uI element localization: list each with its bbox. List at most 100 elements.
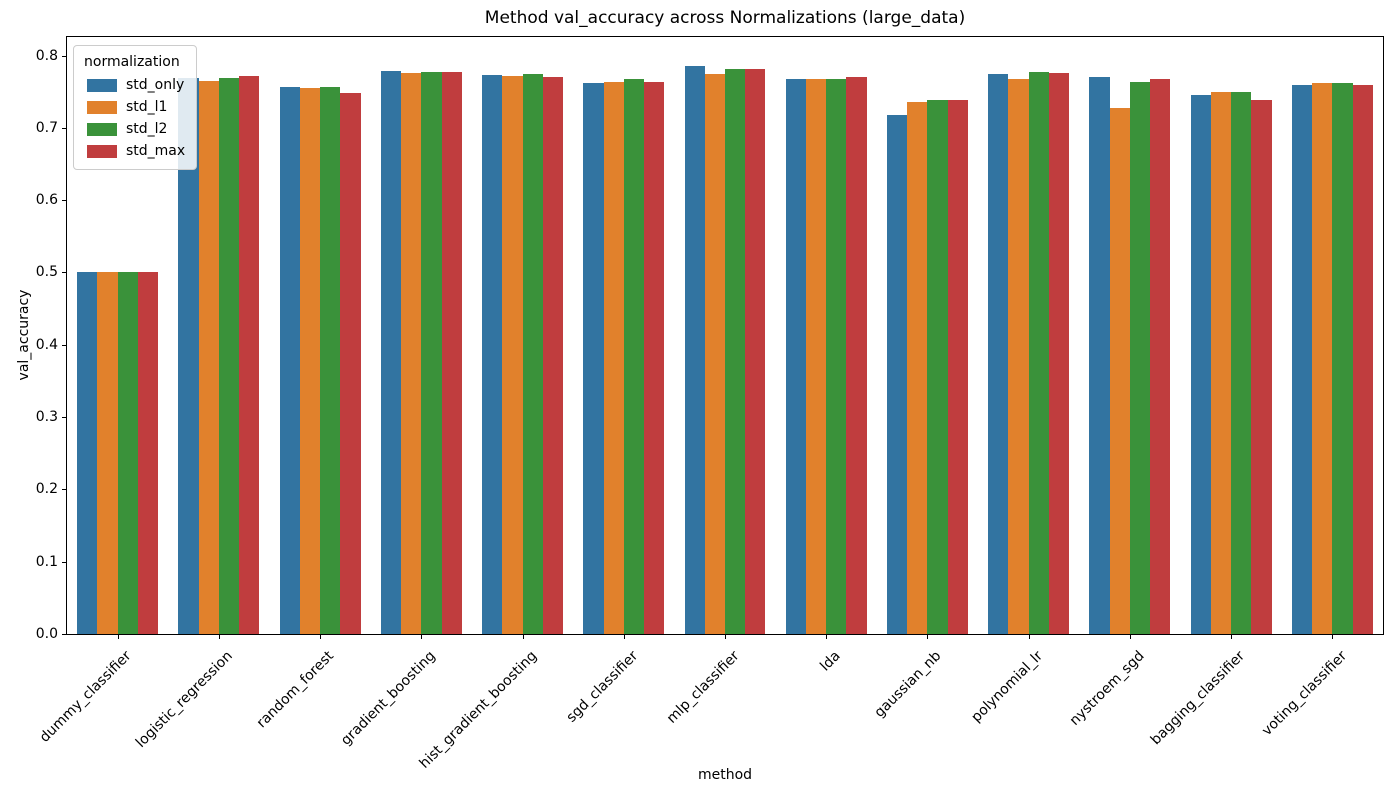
spine-bottom bbox=[66, 634, 1384, 635]
spine-top bbox=[66, 36, 1384, 37]
y-tick-label: 0.4 bbox=[35, 336, 58, 353]
x-tick-label: gradient_boosting bbox=[337, 648, 439, 749]
legend-swatch-icon bbox=[87, 100, 117, 114]
x-axis-label: method bbox=[697, 767, 753, 783]
x-tick-label: dummy_classifier bbox=[37, 648, 135, 746]
bar-std_l1-gradient_boosting bbox=[401, 72, 422, 634]
bar-std_max-nystroem_sgd bbox=[1150, 79, 1171, 634]
spine-right bbox=[1383, 36, 1384, 635]
bar-std_only-polynomial_lr bbox=[988, 74, 1009, 634]
plot-area bbox=[67, 36, 1383, 634]
bar-std_only-dummy_classifier bbox=[77, 272, 98, 634]
bar-std_max-polynomial_lr bbox=[1048, 72, 1070, 634]
bar-std_max-hist_gradient_boosting bbox=[542, 77, 564, 634]
spine-left bbox=[66, 36, 67, 635]
x-tick-label: hist_gradient_boosting bbox=[416, 648, 540, 772]
legend-entry-std_l1: std_l1 bbox=[82, 96, 185, 118]
bar-std_l1-dummy_classifier bbox=[97, 272, 118, 634]
bar-std_l2-polynomial_lr bbox=[1028, 72, 1049, 634]
x-tick-label: random_forest bbox=[254, 648, 338, 732]
y-tick-mark bbox=[62, 55, 66, 57]
bar-std_l1-bagging_classifier bbox=[1210, 92, 1232, 634]
bar-std_l2-dummy_classifier bbox=[117, 272, 138, 634]
x-tick-label: gaussian_nb bbox=[871, 648, 945, 721]
bar-std_l2-logistic_regression bbox=[218, 77, 240, 634]
bar-std_l1-gaussian_nb bbox=[907, 101, 928, 634]
bar-std_only-bagging_classifier bbox=[1190, 95, 1211, 634]
y-tick-label: 0.5 bbox=[35, 264, 58, 281]
legend-swatch-icon bbox=[87, 78, 117, 92]
bar-std_l1-hist_gradient_boosting bbox=[502, 75, 523, 634]
x-tick-label: bagging_classifier bbox=[1148, 648, 1249, 749]
legend-entry-std_only: std_only bbox=[82, 74, 185, 96]
x-tick-mark bbox=[927, 635, 929, 639]
bar-std_l2-bagging_classifier bbox=[1231, 91, 1252, 634]
y-tick-label: 0.6 bbox=[35, 192, 58, 209]
y-tick-label: 0.1 bbox=[35, 553, 58, 570]
x-tick-mark bbox=[1231, 635, 1233, 639]
bar-std_max-gradient_boosting bbox=[441, 72, 462, 634]
bar-std_l2-lda bbox=[826, 79, 847, 634]
y-tick-label: 0.0 bbox=[35, 626, 58, 642]
x-tick-label: voting_classifier bbox=[1258, 648, 1350, 740]
x-tick-mark bbox=[1028, 635, 1030, 639]
bar-std_l1-voting_classifier bbox=[1312, 83, 1333, 634]
bar-std_l2-nystroem_sgd bbox=[1129, 81, 1151, 634]
bar-std_max-gaussian_nb bbox=[947, 100, 968, 634]
bar-std_only-lda bbox=[785, 79, 806, 634]
y-tick-label: 0.2 bbox=[35, 481, 58, 498]
bar-std_max-mlp_classifier bbox=[745, 68, 766, 634]
y-tick-label: 0.8 bbox=[35, 47, 58, 64]
bar-std_l1-polynomial_lr bbox=[1008, 79, 1029, 634]
bar-std_max-logistic_regression bbox=[239, 76, 260, 634]
legend-entry-std_max: std_max bbox=[82, 140, 185, 162]
x-tick-mark bbox=[218, 635, 220, 639]
bar-std_only-mlp_classifier bbox=[684, 66, 705, 634]
bar-std_only-voting_classifier bbox=[1291, 85, 1313, 634]
bar-std_max-voting_classifier bbox=[1352, 85, 1373, 634]
bar-std_l2-gaussian_nb bbox=[927, 99, 948, 634]
x-tick-mark bbox=[117, 635, 119, 639]
x-tick-label: polynomial_lr bbox=[968, 648, 1047, 726]
x-tick-label: logistic_regression bbox=[133, 648, 237, 751]
x-tick-mark bbox=[1332, 635, 1334, 639]
bar-std_l2-sgd_classifier bbox=[623, 78, 644, 634]
bar-std_max-lda bbox=[846, 77, 867, 634]
bar-std_l2-voting_classifier bbox=[1332, 83, 1353, 634]
legend-swatch-icon bbox=[87, 144, 117, 158]
legend-swatch-icon bbox=[87, 122, 117, 136]
x-tick-mark bbox=[826, 635, 828, 639]
x-tick-label: lda bbox=[817, 648, 844, 675]
x-tick-mark bbox=[522, 635, 524, 639]
legend-label: std_l2 bbox=[126, 121, 168, 137]
x-tick-label: sgd_classifier bbox=[563, 648, 642, 726]
y-tick-label: 0.7 bbox=[35, 119, 58, 136]
x-tick-mark bbox=[725, 635, 726, 639]
chart-title: Method val_accuracy across Normalization… bbox=[484, 8, 966, 28]
bar-std_l1-lda bbox=[805, 79, 827, 634]
bar-std_l1-random_forest bbox=[299, 88, 321, 634]
x-tick-mark bbox=[623, 635, 625, 639]
bar-std_only-random_forest bbox=[279, 86, 300, 634]
y-tick-mark bbox=[62, 344, 66, 346]
x-tick-mark bbox=[320, 635, 322, 639]
x-tick-label: nystroem_sgd bbox=[1066, 648, 1148, 729]
bar-std_max-sgd_classifier bbox=[644, 81, 665, 634]
legend: normalization std_only std_l1 std_l2 std_ma… bbox=[73, 45, 198, 170]
bar-std_only-gaussian_nb bbox=[886, 114, 908, 634]
bar-std_max-dummy_classifier bbox=[137, 272, 159, 634]
bar-std_only-logistic_regression bbox=[178, 77, 199, 634]
legend-label: std_l1 bbox=[126, 99, 168, 115]
y-tick-mark bbox=[62, 634, 66, 635]
bar-std_max-random_forest bbox=[340, 93, 361, 634]
bar-std_l2-hist_gradient_boosting bbox=[522, 73, 543, 634]
legend-title: normalization bbox=[84, 54, 180, 70]
bar-std_l1-sgd_classifier bbox=[603, 81, 624, 634]
legend-label: std_max bbox=[126, 143, 186, 159]
bar-std_only-hist_gradient_boosting bbox=[482, 75, 503, 634]
y-tick-label: 0.3 bbox=[35, 409, 58, 426]
bar-std_l1-nystroem_sgd bbox=[1109, 107, 1130, 634]
y-tick-mark bbox=[62, 272, 66, 274]
bar-std_l2-mlp_classifier bbox=[725, 68, 746, 634]
